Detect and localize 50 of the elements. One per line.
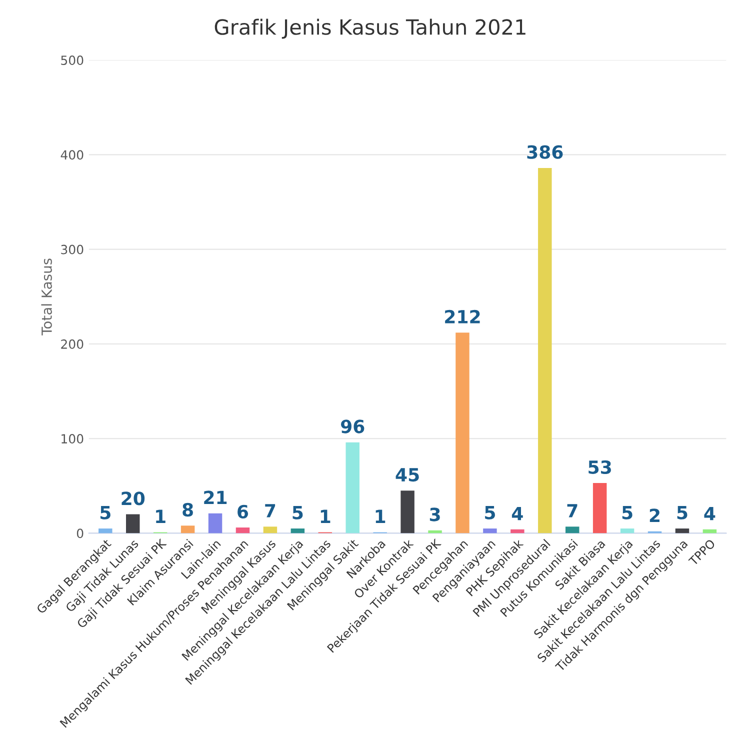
- y-tick-label: 200: [61, 339, 84, 349]
- data-label: 5: [677, 506, 688, 520]
- bar: [428, 530, 442, 534]
- data-label: 386: [527, 145, 563, 159]
- bar: [592, 483, 607, 534]
- data-label: 5: [100, 506, 110, 520]
- bar: [263, 526, 278, 534]
- data-label: 6: [238, 504, 248, 518]
- data-label: 3: [430, 508, 440, 522]
- y-axis-title: Total Kasus: [41, 258, 52, 336]
- data-label: 20: [122, 492, 145, 506]
- data-label: 5: [292, 506, 303, 520]
- data-label: 21: [204, 490, 227, 504]
- bar: [290, 528, 305, 534]
- data-label: 96: [340, 420, 364, 434]
- data-label: 45: [396, 468, 419, 482]
- y-tick-label: 400: [60, 150, 84, 160]
- bar: [675, 528, 690, 534]
- bar: [483, 528, 497, 534]
- y-tick-label: 500: [61, 56, 84, 66]
- data-label: 1: [376, 510, 386, 523]
- data-label: 212: [445, 310, 480, 324]
- data-label: 8: [182, 502, 193, 517]
- bar: [565, 526, 580, 534]
- y-tick-label: 300: [61, 244, 84, 254]
- bar: [346, 442, 360, 534]
- bar: [98, 528, 112, 534]
- data-label: 53: [588, 460, 611, 474]
- data-label: 2: [650, 508, 660, 522]
- data-label: 1: [320, 510, 330, 523]
- bar: [180, 526, 195, 534]
- data-label: 1: [156, 510, 166, 523]
- data-label: 7: [265, 504, 276, 518]
- bar: [456, 332, 470, 534]
- y-tick-label: 100: [62, 434, 84, 444]
- chart-title: Grafik Jenis Kasus Tahun 2021: [214, 18, 526, 39]
- data-label: 4: [704, 506, 716, 520]
- y-tick-label: 0: [76, 528, 84, 538]
- data-label: 5: [485, 506, 495, 520]
- data-label: 4: [512, 506, 523, 520]
- bar: [702, 529, 717, 534]
- bar: [510, 529, 524, 534]
- bar: [400, 490, 414, 534]
- data-label: 5: [622, 506, 632, 520]
- bar: [538, 168, 552, 534]
- bar: [236, 528, 250, 534]
- bar: [126, 514, 140, 534]
- bar: [208, 513, 222, 534]
- bar: [620, 528, 634, 534]
- data-label: 7: [567, 504, 578, 518]
